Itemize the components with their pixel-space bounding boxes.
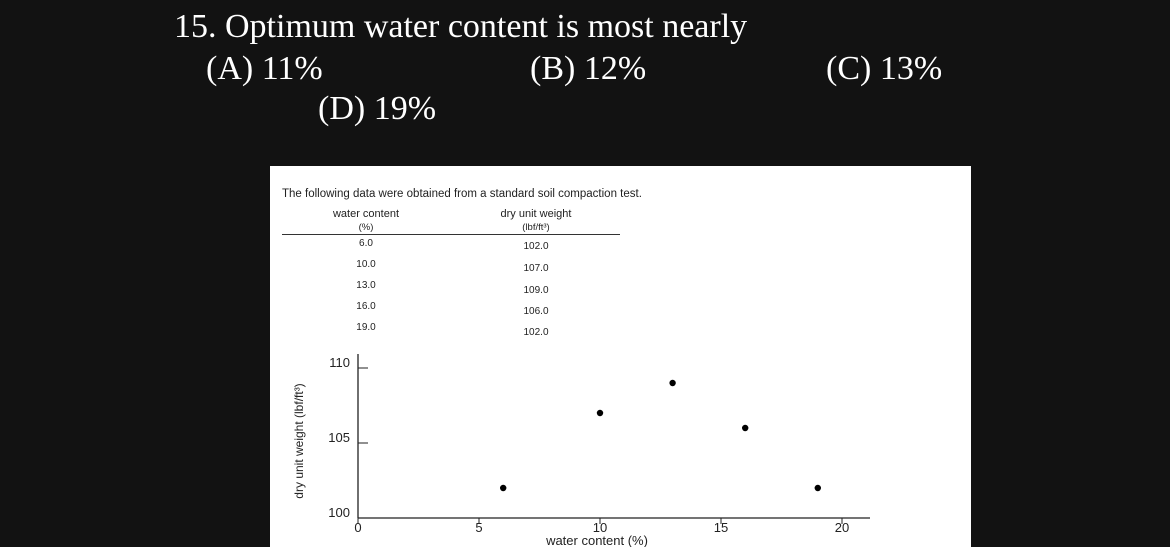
option-d[interactable]: (D) 19% — [318, 90, 437, 127]
data-point — [669, 379, 676, 387]
x-tick-label: 5 — [475, 520, 482, 535]
table-cell-weight: 102.0 — [523, 241, 549, 252]
data-point — [814, 484, 821, 492]
table-cell-weight: 106.0 — [523, 306, 549, 317]
table-cell-weight: 107.0 — [523, 263, 549, 274]
table-rule — [282, 234, 620, 235]
table-cell-water: 10.0 — [356, 259, 376, 270]
table-cell-water: 13.0 — [356, 280, 376, 291]
table-cell-weight: 109.0 — [523, 285, 549, 296]
y-axis-label: dry unit weight (lbf/ft³) — [292, 383, 306, 498]
option-a[interactable]: (A) 11% — [206, 50, 323, 87]
y-tick-label: 110 — [329, 355, 350, 370]
option-c[interactable]: (C) 13% — [826, 50, 943, 87]
x-tick-label: 20 — [835, 520, 849, 535]
x-tick-label: 0 — [354, 520, 361, 535]
table-cell-water: 16.0 — [356, 301, 376, 312]
table-intro: The following data were obtained from a … — [282, 188, 642, 200]
x-axis-label: water content (%) — [545, 533, 648, 547]
table-cell-water: 6.0 — [359, 238, 373, 249]
question-stem: 15. Optimum water content is most nearly — [174, 8, 748, 45]
col2-unit: (lbf/ft³) — [522, 222, 550, 233]
figure-panel: The following data were obtained from a … — [270, 166, 971, 547]
col1-unit: (%) — [358, 222, 374, 233]
x-tick-label: 10 — [593, 520, 607, 535]
option-b[interactable]: (B) 12% — [530, 50, 647, 87]
table-cell-weight: 102.0 — [523, 327, 549, 338]
col1-header: water content — [332, 208, 400, 220]
compaction-chart: 0 5 10 15 20 100 105 110 water content (%) dry… — [292, 354, 870, 547]
data-point — [596, 409, 604, 417]
data-point — [500, 484, 507, 492]
y-tick-label: 100 — [328, 505, 350, 520]
data-point — [742, 424, 749, 432]
x-tick-label: 15 — [714, 520, 728, 535]
col2-header: dry unit weight — [500, 208, 572, 220]
y-tick-label: 105 — [328, 430, 350, 445]
table-cell-water: 19.0 — [356, 322, 376, 333]
